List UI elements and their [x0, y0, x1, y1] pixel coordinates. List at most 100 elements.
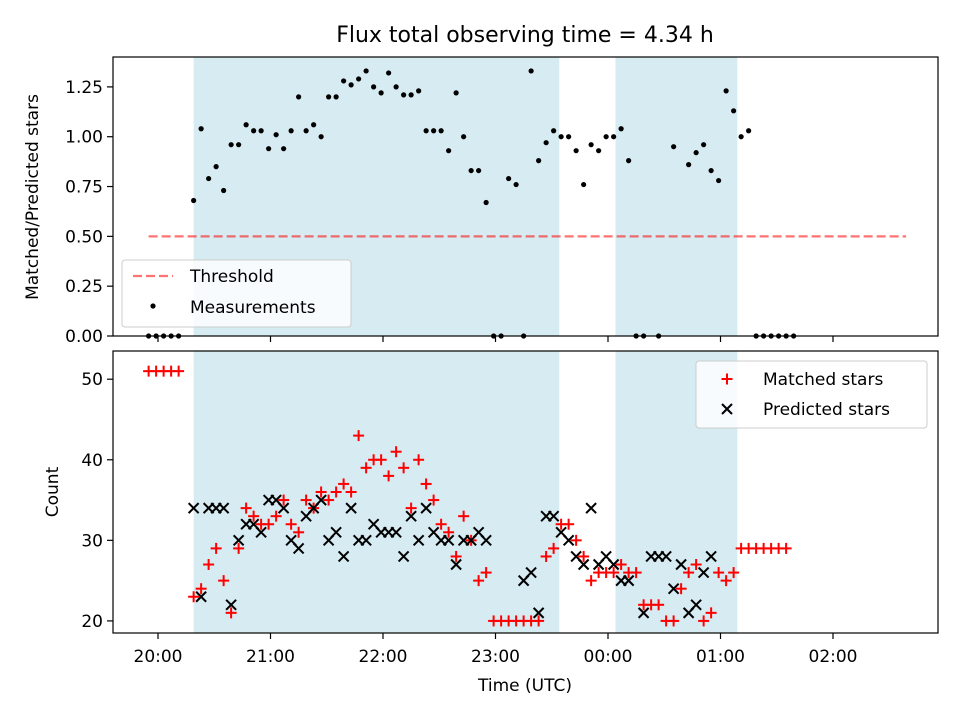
observing-window	[193, 351, 560, 633]
predicted-marker-glyph	[721, 403, 733, 415]
measurement-point	[318, 134, 324, 140]
matched-star-point	[473, 575, 485, 587]
measurement-point	[603, 134, 609, 140]
measurement-point	[281, 146, 287, 152]
measurement-point	[551, 128, 557, 134]
predicted-star-point	[637, 607, 650, 619]
measurement-point	[506, 175, 512, 182]
matched-star-point	[780, 542, 792, 554]
matched-star-point	[435, 518, 447, 530]
measurement-point	[483, 199, 489, 206]
matched-star-point	[323, 494, 335, 506]
measurement-point	[393, 84, 399, 90]
x-tick-label: 21:00	[246, 647, 295, 667]
predicted-star-point	[705, 550, 717, 563]
matched-star-point	[188, 591, 200, 603]
matched-star-point	[330, 486, 342, 498]
matched-star-point	[578, 550, 590, 562]
count-legend-box	[695, 360, 928, 429]
y-tick-label: 0.50	[65, 227, 103, 247]
matched-star-point	[293, 526, 305, 538]
measurement-point	[348, 82, 354, 88]
matched-star-point	[690, 559, 702, 571]
matched-star-point	[285, 518, 297, 530]
matched-star-point	[270, 510, 282, 522]
matched-star-point	[615, 559, 627, 571]
matched-legend-label: Matched stars	[763, 370, 883, 390]
x-axis-label: Time (UTC)	[477, 676, 572, 696]
predicted-star-point	[667, 582, 680, 595]
x-tick-label: 22:00	[359, 647, 408, 667]
matched-star-point	[533, 615, 545, 627]
ratio-y-label: Matched/Predicted stars	[23, 94, 43, 300]
measurement-point	[416, 88, 422, 94]
matched-star-point	[210, 542, 222, 554]
predicted-star-point	[660, 550, 672, 563]
matched-star-point	[428, 494, 440, 506]
predicted-star-point	[225, 599, 237, 611]
matched-legend-marker	[721, 373, 733, 385]
matched-star-point	[683, 567, 695, 579]
count-panel: 20 30 40 50 20:00 21:00 22:00 23:00 00:00 01:00 0…	[43, 350, 939, 696]
predicted-star-point	[442, 534, 455, 547]
matched-star-point	[675, 583, 687, 595]
predicted-star-point	[187, 502, 200, 514]
measurement-point	[356, 76, 362, 82]
measurement-point	[746, 128, 752, 134]
count-legend: Matched stars Predicted stars	[695, 360, 928, 429]
measurement-point	[341, 78, 347, 84]
matched-star-point	[458, 510, 470, 522]
measurement-point	[371, 84, 377, 90]
predicted-star-point	[397, 550, 410, 563]
measurement-point	[401, 92, 407, 98]
ratio-x-tickmarks	[157, 336, 834, 342]
measurement-point	[596, 148, 602, 154]
matched-star-point	[720, 575, 732, 587]
matched-star-point	[315, 486, 327, 498]
matched-star-point	[698, 615, 710, 627]
matched-star-point	[443, 526, 455, 538]
measurement-point	[536, 158, 542, 164]
predicted-star-point	[585, 502, 597, 514]
predicted-star-point	[195, 591, 207, 603]
measurement-point	[198, 126, 204, 132]
predicted-star-point	[480, 534, 492, 547]
predicted-legend-marker	[721, 403, 733, 415]
measurement-point	[468, 167, 474, 174]
predicted-star-point	[292, 542, 305, 555]
measurement-point	[476, 167, 482, 174]
predicted-star-point	[697, 566, 710, 579]
measurement-point	[333, 94, 339, 100]
measurement-point	[693, 150, 699, 156]
matched-marker-glyph	[721, 373, 733, 385]
predicted-star-point	[690, 599, 702, 611]
measurement-point	[288, 128, 294, 134]
measurement-point	[686, 162, 692, 168]
matched-star-point	[630, 567, 642, 579]
x-tick-label: 02:00	[809, 647, 858, 667]
predicted-star-point	[277, 502, 290, 514]
predicted-star-point	[405, 510, 417, 522]
measurement-point	[228, 142, 234, 148]
matched-star-point	[405, 502, 417, 514]
matched-star-point	[390, 446, 402, 458]
predicted-star-point	[547, 510, 560, 522]
predicted-star-point	[577, 558, 590, 571]
y-tick-label: 40	[81, 451, 103, 471]
measurement-point	[438, 128, 444, 134]
count-y-label: Count	[43, 466, 63, 517]
measurement-point	[258, 128, 264, 134]
y-tick-label: 20	[81, 612, 103, 632]
measurement-point	[513, 181, 519, 188]
measurement-point	[731, 108, 737, 114]
matched-star-point	[398, 462, 410, 474]
predicted-star-point	[315, 494, 327, 506]
x-tick-label: 23:00	[471, 647, 520, 667]
x-tick-label: 01:00	[696, 647, 745, 667]
measurement-point	[446, 148, 452, 154]
measurement-point	[243, 122, 249, 128]
count-panel-frame	[112, 350, 939, 634]
measurement-point	[326, 94, 332, 100]
matched-star-point	[173, 365, 185, 377]
predicted-star-point	[525, 566, 537, 579]
